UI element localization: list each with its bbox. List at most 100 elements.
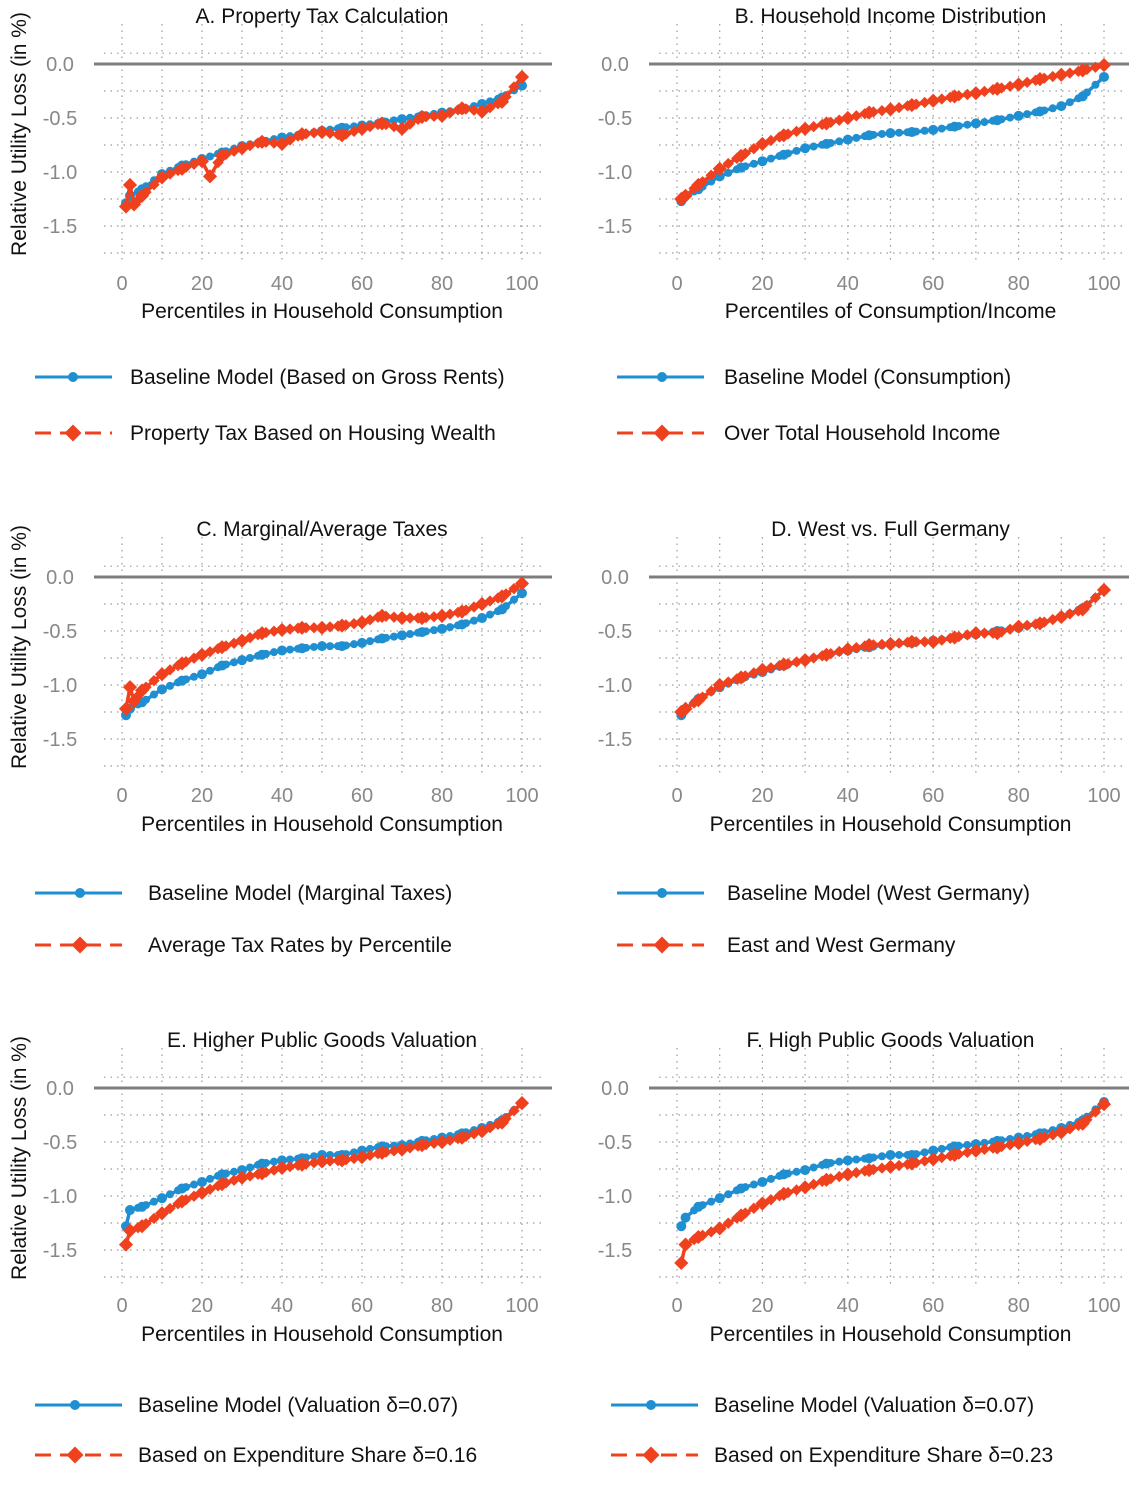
data-point-alternative: [420, 1138, 432, 1151]
data-point-alternative: [1012, 78, 1025, 91]
x-tick-label: 80: [1007, 1295, 1029, 1317]
data-point-baseline: [1082, 88, 1091, 97]
data-point-alternative: [118, 701, 134, 716]
legend-swatch-dashed-diamond: [617, 424, 704, 442]
legend-panel-f: Baseline Model (Valuation δ=0.07) Based …: [606, 1390, 1129, 1500]
y-tick-label: 0.0: [46, 54, 74, 76]
data-point-baseline: [414, 628, 422, 637]
data-point-baseline: [903, 128, 912, 137]
x-tick-label: 20: [191, 1295, 213, 1317]
data-point-baseline: [818, 1160, 827, 1169]
x-tick-label: 0: [671, 785, 682, 807]
data-point-baseline: [766, 154, 775, 163]
x-axis-label: Percentiles of Consumption/Income: [725, 300, 1057, 323]
chart-title: D. West vs. Full Germany: [771, 518, 1010, 541]
data-point-alternative: [316, 1155, 328, 1168]
data-point-alternative: [987, 627, 999, 639]
legend-item-baseline: Baseline Model (Marginal Taxes): [30, 878, 570, 908]
data-point-baseline: [963, 1141, 972, 1150]
data-point-alternative: [867, 1163, 880, 1176]
data-point-baseline: [749, 1180, 758, 1189]
data-point-baseline: [818, 140, 827, 149]
data-point-alternative: [833, 645, 845, 658]
legend-swatch-solid-circle: [35, 1400, 122, 1410]
y-tick-label: -0.5: [43, 1132, 77, 1154]
data-point-baseline: [174, 678, 182, 687]
data-point-alternative: [1055, 69, 1067, 81]
data-point-alternative: [324, 127, 336, 139]
legend-item-alternative: Based on Expenditure Share δ=0.16: [30, 1440, 570, 1470]
data-point-alternative: [204, 1183, 216, 1195]
data-point-alternative: [500, 588, 512, 600]
legend-label: Based on Expenditure Share δ=0.23: [714, 1444, 1054, 1467]
legend-item-alternative: Based on Expenditure Share δ=0.23: [606, 1440, 1129, 1470]
data-point-baseline: [784, 149, 793, 158]
data-point-alternative: [388, 1145, 400, 1157]
x-tick-label: 80: [431, 1295, 453, 1317]
data-point-baseline: [422, 627, 430, 636]
data-point-alternative: [476, 1125, 488, 1137]
data-point-baseline: [676, 1221, 687, 1232]
data-point-alternative: [674, 1255, 689, 1271]
data-point-baseline: [182, 675, 190, 684]
chart-panel-c: 0.0 -0.5 -1.0 -1.5 0 20 40 60 80 100 C. Marginal/A…: [8, 518, 552, 836]
data-point-alternative: [348, 1152, 360, 1165]
data-point-alternative: [308, 127, 320, 139]
data-point-baseline: [302, 643, 310, 652]
data-point-baseline: [382, 633, 390, 642]
y-tick-label: -1.5: [43, 216, 77, 238]
data-point-alternative: [372, 1148, 384, 1160]
data-point-alternative: [1089, 1106, 1102, 1118]
legend-label: Baseline Model (Consumption): [724, 366, 1012, 389]
legend-label: East and West Germany: [727, 934, 956, 957]
legend-swatch-solid-circle: [617, 888, 704, 898]
data-point-baseline: [278, 646, 286, 655]
data-point-baseline: [877, 129, 886, 138]
chart-title: C. Marginal/Average Taxes: [196, 518, 447, 541]
data-point-alternative: [748, 667, 760, 679]
data-point-alternative: [705, 1226, 717, 1238]
data-point-baseline: [198, 670, 206, 679]
data-point-alternative: [300, 1158, 312, 1170]
data-point-baseline: [707, 177, 716, 186]
x-tick-label: 0: [116, 273, 127, 295]
x-tick-label: 60: [922, 1295, 944, 1317]
data-point-baseline: [843, 1156, 852, 1165]
legend-label: Baseline Model (Valuation δ=0.07): [714, 1394, 1035, 1417]
legend-panel-c: Baseline Model (Marginal Taxes) Average …: [30, 878, 570, 988]
data-point-baseline: [486, 97, 494, 106]
data-point-baseline: [158, 1194, 166, 1203]
data-point-alternative: [508, 1105, 520, 1117]
data-point-baseline: [326, 642, 334, 651]
data-point-alternative: [436, 610, 448, 622]
data-point-baseline: [350, 640, 358, 649]
data-point-baseline: [198, 1177, 206, 1186]
data-point-alternative: [1072, 1119, 1085, 1132]
data-point-baseline: [222, 660, 230, 669]
data-point-alternative: [688, 697, 700, 709]
x-tick-label: 20: [751, 273, 773, 295]
data-point-baseline: [206, 152, 214, 161]
x-tick-label: 40: [271, 1295, 293, 1317]
data-point-baseline: [997, 115, 1006, 124]
data-point-alternative: [842, 112, 854, 124]
data-point-alternative: [300, 128, 312, 140]
data-point-baseline: [681, 1213, 690, 1222]
data-point-baseline: [690, 1206, 699, 1215]
series-line-baseline: [679, 588, 1106, 717]
data-point-baseline: [518, 589, 526, 598]
data-point-alternative: [1064, 1123, 1076, 1135]
data-point-alternative: [276, 1162, 288, 1174]
x-tick-label: 100: [505, 273, 538, 295]
data-point-alternative: [1030, 618, 1042, 630]
data-point-baseline: [698, 1201, 707, 1210]
x-tick-label: 60: [922, 273, 944, 295]
data-point-alternative: [284, 1160, 296, 1173]
data-point-baseline: [390, 116, 398, 125]
chart-title: B. Household Income Distribution: [735, 5, 1047, 28]
legend-item-baseline: Baseline Model (West Germany): [612, 878, 1129, 908]
data-point-alternative: [124, 179, 136, 191]
x-tick-label: 100: [1087, 273, 1120, 295]
data-point-alternative: [1038, 1131, 1050, 1144]
data-point-baseline: [134, 1203, 142, 1212]
